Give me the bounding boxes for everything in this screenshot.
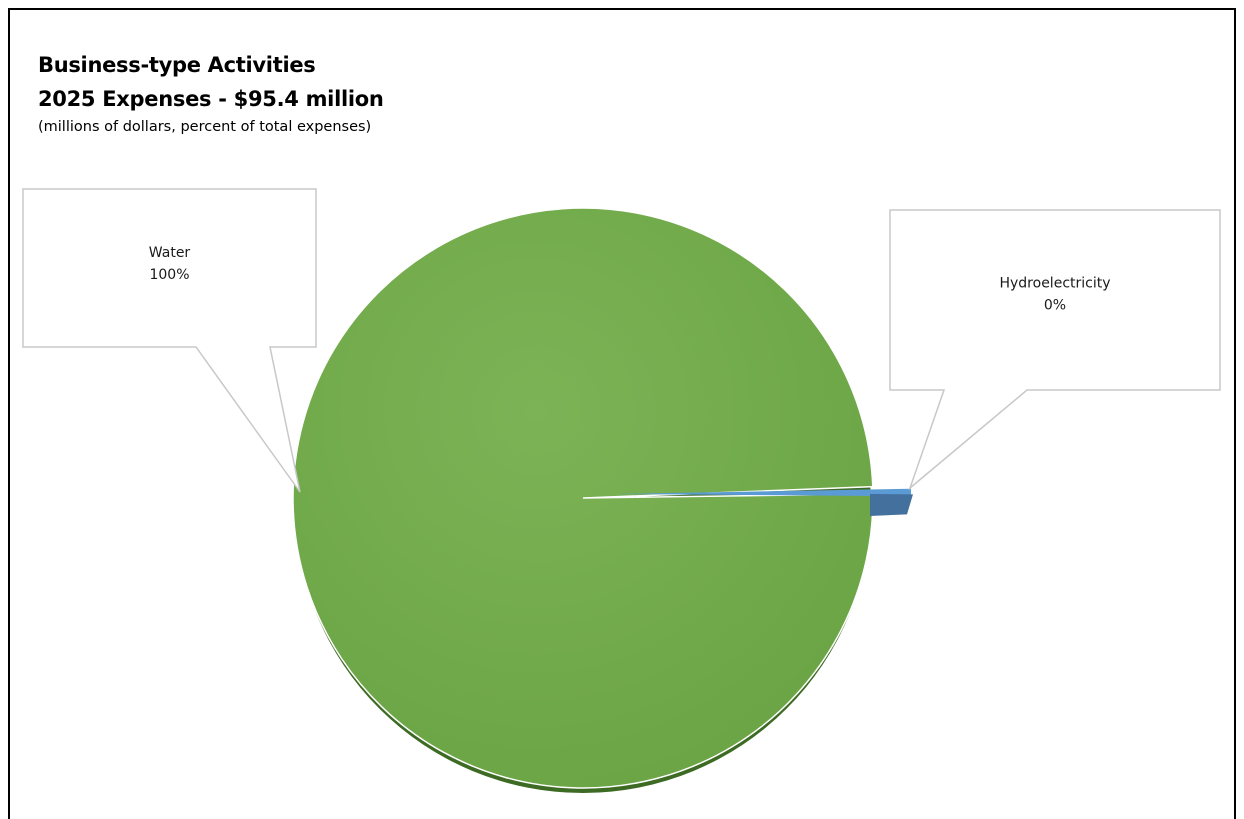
callout-hydroelectricity-percent: 0% [1044,297,1066,313]
slice-water [292,207,874,789]
callout-hydroelectricity-label: Hydroelectricity [999,275,1110,291]
callout-hydroelectricity: Hydroelectricity 0% [889,209,1221,491]
slice-hydroelectricity [617,488,911,497]
chart-note: (millions of dollars, percent of total e… [38,119,372,135]
callout-water: Water 100% [22,188,317,493]
chart-subtitle: 2025 Expenses - $95.4 million [38,87,384,111]
callout-water-label: Water [149,245,191,261]
slice-hydroelectricity-depth [870,494,913,516]
callout-water-percent: 100% [149,267,189,283]
chart-title-block: Business-type Activities 2025 Expenses -… [38,48,384,116]
chart-title: Business-type Activities [38,53,316,77]
